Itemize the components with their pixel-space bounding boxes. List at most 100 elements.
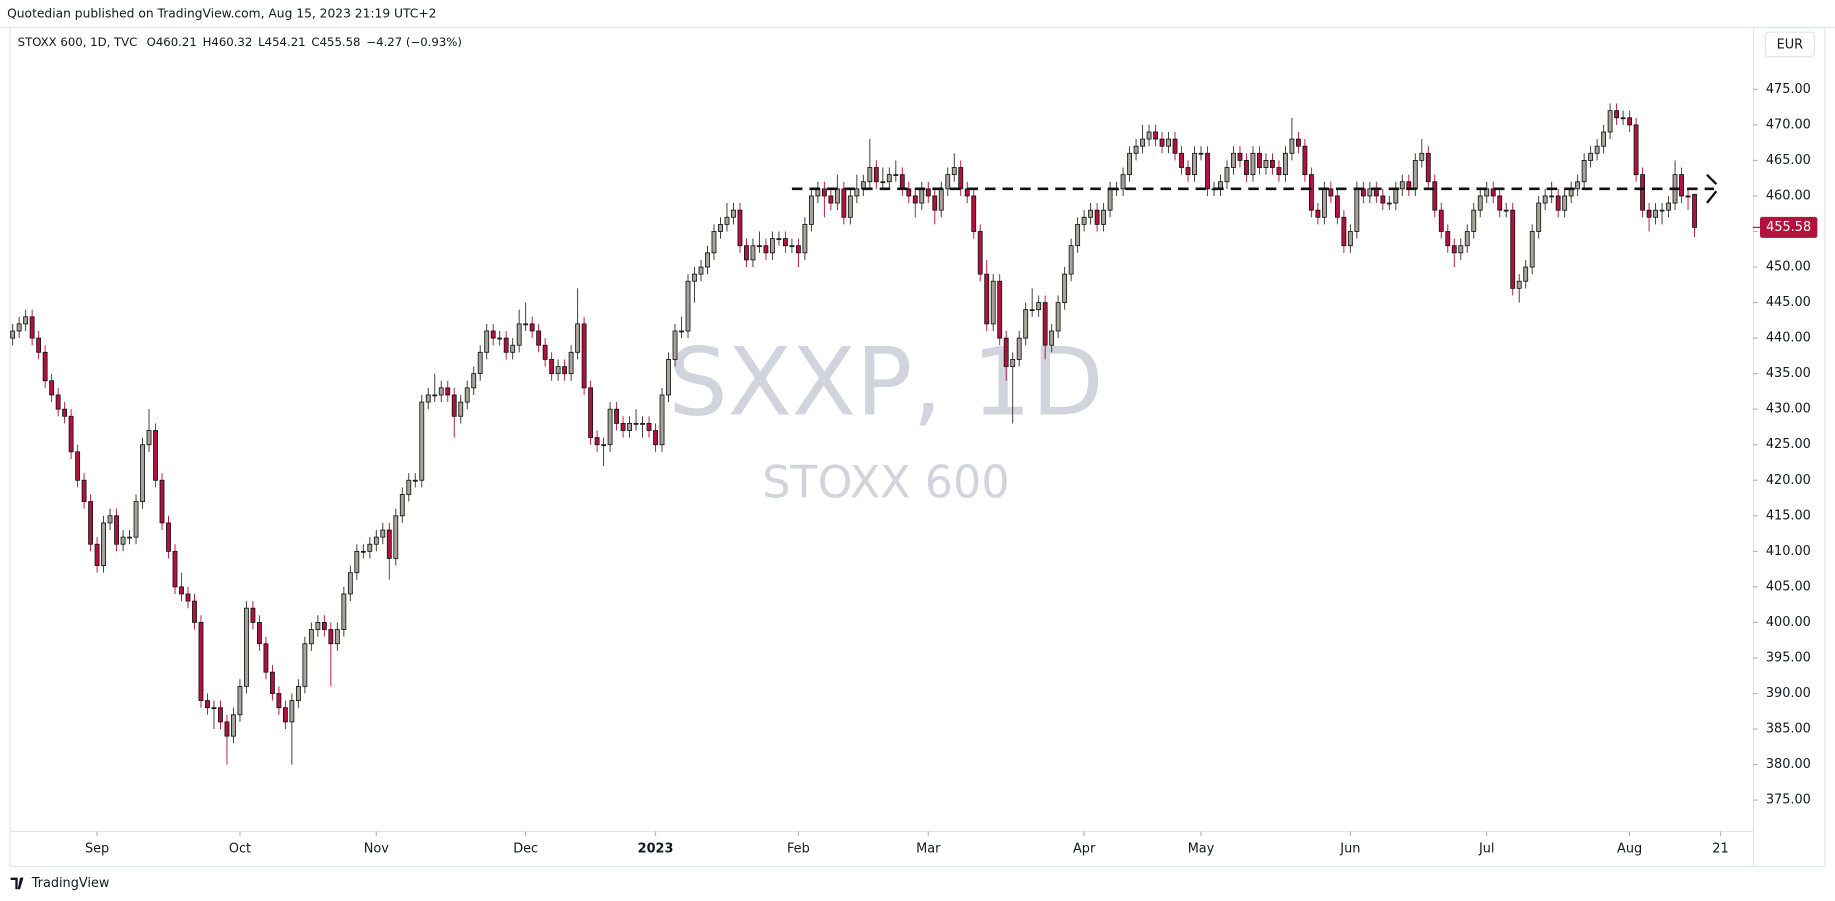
candle-body <box>692 273 697 282</box>
candle-body <box>718 223 723 232</box>
candle-body <box>1562 195 1568 211</box>
candle-body <box>763 245 769 254</box>
candle-body <box>542 344 548 360</box>
candle-body <box>808 195 814 225</box>
candle-body <box>146 430 152 446</box>
candle-body <box>757 245 762 248</box>
candle-body <box>1425 152 1431 183</box>
y-tick-label: 430.00 <box>1766 402 1811 417</box>
candle-body <box>698 266 704 275</box>
candle-body <box>672 330 678 360</box>
candle-body <box>36 337 42 353</box>
candle-body <box>1334 195 1340 218</box>
y-tick-label: 385.00 <box>1766 722 1811 737</box>
open-label: O460.21 <box>147 35 197 49</box>
candle-body <box>770 238 775 254</box>
y-tick-label: 405.00 <box>1766 579 1811 594</box>
candle-body <box>1555 195 1561 211</box>
candle-body <box>1029 309 1035 312</box>
candle-body <box>1536 202 1542 232</box>
candle-body <box>477 351 483 375</box>
candle-body <box>1172 138 1178 154</box>
candle-body <box>646 422 652 431</box>
candle-body <box>1490 188 1496 197</box>
candle-body <box>1685 195 1691 198</box>
candle-body <box>1036 302 1042 311</box>
y-tick-label: 465.00 <box>1766 153 1811 168</box>
chart-frame <box>9 26 1826 868</box>
y-tick-label: 460.00 <box>1766 188 1811 203</box>
candle-body <box>1653 209 1658 218</box>
candle-body <box>724 216 730 225</box>
footer-logo <box>10 877 24 890</box>
candle-body <box>1640 174 1646 211</box>
candle-body <box>1633 124 1639 176</box>
candle-body <box>458 401 464 417</box>
last-price-label: 455.58 <box>1766 220 1811 235</box>
candle-body <box>912 195 918 204</box>
candle-body <box>140 444 145 502</box>
candle-body <box>1575 181 1581 190</box>
footer-text: TradingView <box>31 876 110 891</box>
candle-body <box>308 629 314 645</box>
candle-body <box>601 444 607 447</box>
candle-body <box>354 550 360 574</box>
candle-body <box>971 195 977 232</box>
candle-body <box>1120 174 1126 190</box>
x-tick-label: Jun <box>1339 841 1360 856</box>
candle-body <box>1458 245 1464 254</box>
candle-body <box>1257 152 1262 168</box>
candle-body <box>1581 160 1587 183</box>
candle-body <box>211 707 217 710</box>
watermark: SXXP, 1D <box>668 328 1103 437</box>
candle-body <box>1510 209 1516 289</box>
candle-body <box>1283 152 1288 176</box>
resistance-arrow <box>1706 173 1718 204</box>
currency-label[interactable]: EUR <box>1777 38 1804 53</box>
y-tick-label: 410.00 <box>1766 544 1811 559</box>
candle-body <box>269 671 275 694</box>
candle-body <box>49 380 55 396</box>
candle-body <box>951 167 957 176</box>
candle-body <box>1601 131 1607 147</box>
candle-body <box>1016 337 1022 360</box>
candle-body <box>964 188 970 197</box>
candle-body <box>549 359 555 375</box>
currency-button[interactable] <box>1764 31 1815 58</box>
last-price-box <box>1759 216 1818 238</box>
candle-body <box>81 479 87 502</box>
candle-body <box>1477 195 1483 211</box>
candle-body <box>997 280 1003 339</box>
candle-body <box>633 422 639 425</box>
candle-body <box>205 700 210 709</box>
published-line: Quotedian published on TradingView.com, … <box>7 7 436 21</box>
candle-body <box>1679 174 1684 197</box>
y-tick-label: 425.00 <box>1766 437 1811 452</box>
candle-body <box>1438 209 1444 232</box>
candle-body <box>179 586 184 595</box>
candle-body <box>250 607 256 623</box>
candle-body <box>1497 195 1503 211</box>
x-tick-label: Nov <box>364 841 389 856</box>
candle-body <box>62 408 68 417</box>
x-tick-label: Sep <box>85 841 109 856</box>
candle-body <box>1068 245 1074 275</box>
candle-body <box>172 550 178 588</box>
candle-body <box>412 479 418 482</box>
candle-body <box>42 351 48 382</box>
candle-body <box>789 245 795 248</box>
candle-body <box>854 188 860 197</box>
candle-body <box>263 643 269 673</box>
candle-body <box>1315 209 1321 218</box>
candle-body <box>380 529 386 538</box>
low-label: L454.21 <box>258 35 305 49</box>
candle-body <box>1549 195 1555 198</box>
candle-body <box>231 714 236 737</box>
y-tick-label: 420.00 <box>1766 473 1811 488</box>
candle-body <box>776 238 782 240</box>
x-tick-label: Dec <box>513 841 538 856</box>
candle-body <box>1270 160 1275 168</box>
candle-body <box>451 394 457 417</box>
candle-body <box>198 622 204 702</box>
